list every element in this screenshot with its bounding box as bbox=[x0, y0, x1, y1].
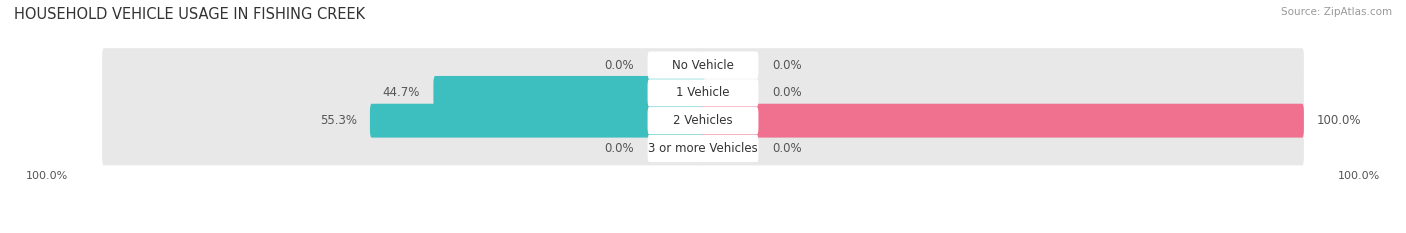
Text: 100.0%: 100.0% bbox=[27, 171, 69, 181]
FancyBboxPatch shape bbox=[103, 131, 704, 165]
Text: 2 Vehicles: 2 Vehicles bbox=[673, 114, 733, 127]
FancyBboxPatch shape bbox=[103, 76, 704, 110]
Text: 0.0%: 0.0% bbox=[772, 86, 801, 99]
FancyBboxPatch shape bbox=[103, 48, 704, 82]
Text: 55.3%: 55.3% bbox=[319, 114, 357, 127]
FancyBboxPatch shape bbox=[103, 104, 704, 138]
FancyBboxPatch shape bbox=[370, 104, 704, 138]
FancyBboxPatch shape bbox=[702, 76, 1303, 110]
Text: 3 or more Vehicles: 3 or more Vehicles bbox=[648, 142, 758, 155]
Text: No Vehicle: No Vehicle bbox=[672, 59, 734, 72]
FancyBboxPatch shape bbox=[648, 79, 758, 106]
Text: 0.0%: 0.0% bbox=[772, 142, 801, 155]
Text: 44.7%: 44.7% bbox=[382, 86, 420, 99]
FancyBboxPatch shape bbox=[648, 135, 758, 162]
Text: 1 Vehicle: 1 Vehicle bbox=[676, 86, 730, 99]
Text: 0.0%: 0.0% bbox=[605, 142, 634, 155]
FancyBboxPatch shape bbox=[648, 51, 758, 79]
Text: 100.0%: 100.0% bbox=[1337, 171, 1379, 181]
FancyBboxPatch shape bbox=[433, 76, 704, 110]
Text: 0.0%: 0.0% bbox=[772, 59, 801, 72]
FancyBboxPatch shape bbox=[702, 104, 1303, 138]
FancyBboxPatch shape bbox=[702, 48, 1303, 82]
Text: Source: ZipAtlas.com: Source: ZipAtlas.com bbox=[1281, 7, 1392, 17]
FancyBboxPatch shape bbox=[702, 131, 1303, 165]
FancyBboxPatch shape bbox=[648, 107, 758, 134]
Text: HOUSEHOLD VEHICLE USAGE IN FISHING CREEK: HOUSEHOLD VEHICLE USAGE IN FISHING CREEK bbox=[14, 7, 366, 22]
Text: 100.0%: 100.0% bbox=[1317, 114, 1361, 127]
Text: 0.0%: 0.0% bbox=[605, 59, 634, 72]
FancyBboxPatch shape bbox=[702, 104, 1303, 138]
